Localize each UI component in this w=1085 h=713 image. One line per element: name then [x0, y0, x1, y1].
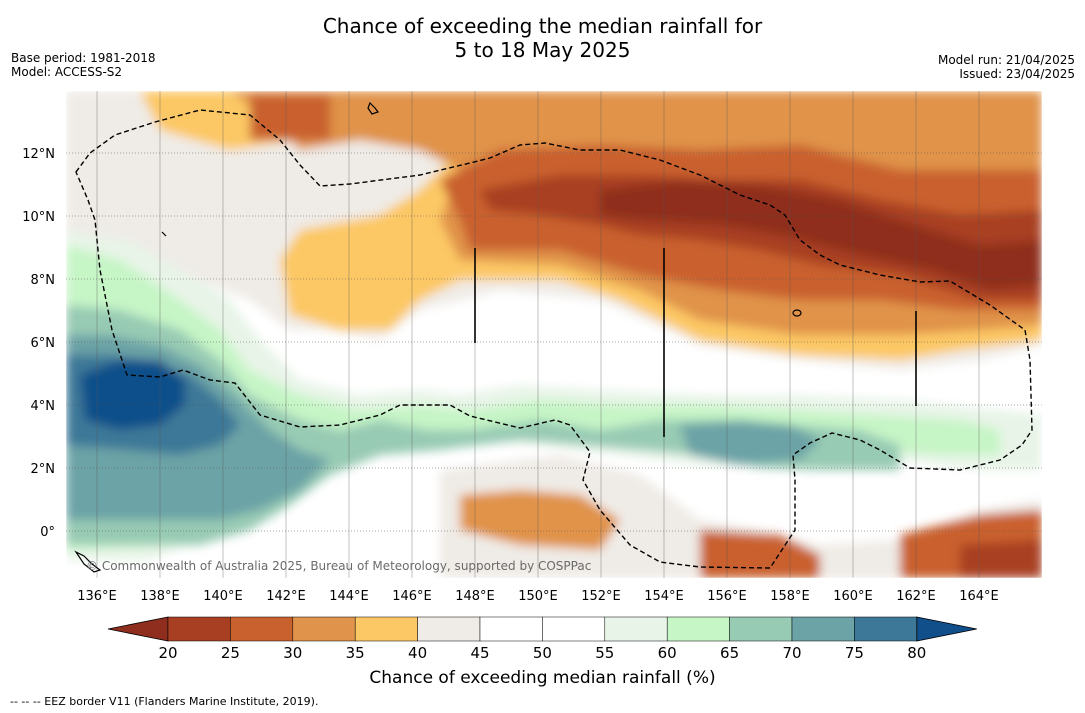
lon-label: 138°E	[140, 589, 180, 604]
colorbar-swatch	[230, 616, 294, 642]
colorbar-tick-label: 80	[907, 644, 926, 662]
colorbar-tick-label: 40	[408, 644, 427, 662]
title-line-1: Chance of exceeding the median rainfall …	[322, 14, 763, 38]
colorbar-tick-label: 45	[470, 644, 489, 662]
band-55-60	[66, 230, 1042, 560]
latitude-labels: 12°N 10°N 8°N 6°N 4°N 2°N 0°	[22, 147, 55, 540]
colorbar-swatch	[666, 616, 730, 642]
lon-label: 164°E	[959, 589, 999, 604]
model-name: Model: ACCESS-S2	[11, 65, 123, 79]
lat-label: 6°N	[31, 336, 56, 351]
eez-footnote: -- -- -- EEZ border V11 (Flanders Marine…	[10, 695, 319, 708]
island-southwest	[74, 550, 102, 573]
lon-label: 136°E	[77, 589, 117, 604]
lon-label: 154°E	[644, 589, 684, 604]
map-area: © Commonwealth of Australia 2025, Bureau…	[66, 91, 1042, 578]
lon-label: 150°E	[518, 589, 558, 604]
lon-label: 158°E	[770, 589, 810, 604]
lat-label: 10°N	[22, 210, 55, 225]
colorbar-swatch	[729, 616, 793, 642]
lon-label: 160°E	[833, 589, 873, 604]
lat-label: 4°N	[31, 399, 56, 414]
colorbar-extend-high	[916, 616, 977, 642]
lon-label: 144°E	[329, 589, 369, 604]
colorbar-tick-label: 55	[595, 644, 614, 662]
colorbar-tick-label: 65	[720, 644, 739, 662]
island-north	[367, 101, 379, 115]
colorbar-swatch	[479, 616, 543, 642]
colorbar-tick-label: 35	[346, 644, 365, 662]
longitude-labels: 136°E 138°E 140°E 142°E 144°E 146°E 148°E 150°E…	[77, 589, 999, 604]
lon-label: 148°E	[455, 589, 495, 604]
model-run: Model run: 21/04/2025	[937, 53, 1075, 67]
map-title: Chance of exceeding the median rainfall …	[0, 14, 1085, 62]
band-70-75-east	[680, 420, 820, 465]
graticule	[66, 152, 1042, 532]
colorbar-swatch	[791, 616, 855, 642]
colorbar-tick-label: 20	[158, 644, 177, 662]
lon-label: 156°E	[707, 589, 747, 604]
colorbar-swatch	[167, 616, 231, 642]
band-30-35-south-a	[460, 490, 620, 550]
probability-field	[66, 91, 1042, 578]
lon-label: 162°E	[896, 589, 936, 604]
colorbar-extend-low	[107, 616, 169, 642]
band-20-25-southeast	[960, 540, 1042, 578]
copyright-notice: © Commonwealth of Australia 2025, Bureau…	[86, 559, 591, 573]
colorbar-swatch	[292, 616, 356, 642]
colorbar: 20 25 30 35 40 45 50 55 60 65 70 75 80	[107, 616, 977, 662]
colorbar-tick-label: 60	[658, 644, 677, 662]
islands	[74, 101, 802, 573]
colorbar-swatch	[354, 616, 418, 642]
lon-label: 152°E	[581, 589, 621, 604]
lon-label: 142°E	[266, 589, 306, 604]
island-west	[161, 231, 167, 237]
lat-label: 12°N	[22, 147, 55, 162]
colorbar-title: Chance of exceeding median rainfall (%)	[369, 668, 716, 688]
meta-right: Model run: 21/04/2025 Issued: 23/04/2025	[938, 53, 1075, 81]
title-line-2: 5 to 18 May 2025	[454, 38, 631, 62]
lat-label: 0°	[40, 525, 55, 540]
boundary-segments	[474, 248, 917, 437]
colorbar-tick-label: 50	[533, 644, 552, 662]
map-frame	[65, 90, 1043, 579]
band-below-20	[600, 180, 1042, 290]
lat-label: 8°N	[31, 273, 56, 288]
lat-label: 2°N	[31, 462, 56, 477]
eez-border	[75, 109, 1033, 569]
colorbar-tick-label: 25	[221, 644, 240, 662]
colorbar-swatch	[417, 616, 481, 642]
island-east	[792, 309, 802, 317]
colorbar-tick-label: 30	[283, 644, 302, 662]
band-25-30-north	[250, 95, 330, 140]
base-period: Base period: 1981-2018	[11, 51, 156, 65]
colorbar-swatch	[854, 616, 918, 642]
colorbar-swatch	[542, 616, 606, 642]
lon-label: 140°E	[203, 589, 243, 604]
colorbar-tick-label: 70	[782, 644, 801, 662]
issued-date: Issued: 23/04/2025	[959, 67, 1075, 81]
colorbar-swatch	[604, 616, 668, 642]
meta-left: Base period: 1981-2018 Model: ACCESS-S2	[11, 51, 156, 79]
lon-label: 146°E	[392, 589, 432, 604]
meridians	[96, 91, 980, 578]
colorbar-tick-label: 75	[845, 644, 864, 662]
